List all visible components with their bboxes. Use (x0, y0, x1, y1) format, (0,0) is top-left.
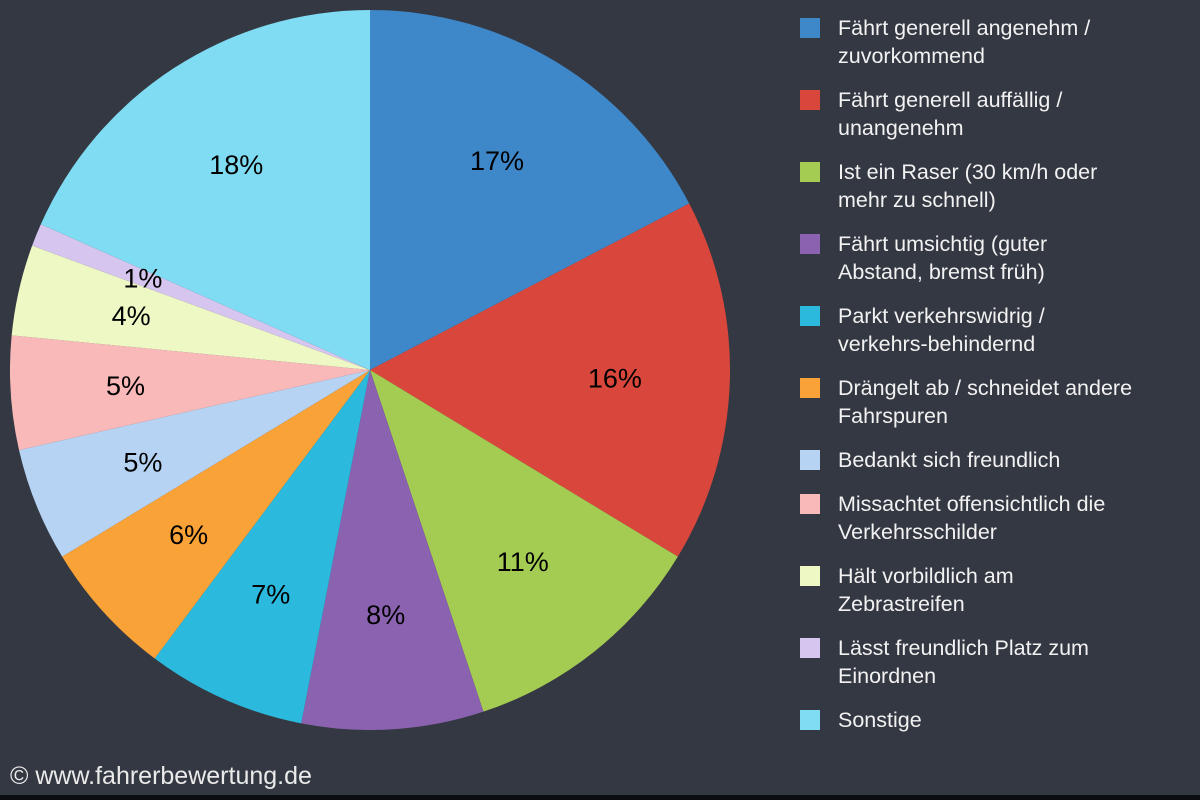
legend-label: Fährt generell angenehm / zuvorkommend (838, 16, 1091, 68)
copyright-text: © www.fahrerbewertung.de (10, 762, 312, 790)
pie-slice-percent-label-6: 5% (123, 447, 162, 477)
pie-slice-percent-label-8: 4% (112, 301, 151, 331)
legend-label: Bedankt sich freundlich (838, 448, 1061, 472)
legend-swatch-icon (800, 18, 820, 38)
pie-chart-area: 17% 16% 11% 8% 7% 6% 5% 5% 4% 1% 18% (10, 10, 730, 730)
pie-slice-percent-label-5: 6% (169, 520, 208, 550)
legend-swatch-icon (800, 90, 820, 110)
legend-item-6: Bedankt sich freundlich (800, 446, 1192, 474)
pie-slice-7 (10, 335, 370, 451)
legend-item-7: Missachtet offensichtlich die Verkehrssc… (800, 490, 1192, 546)
legend-label: Hält vorbildlich am Zebrastreifen (838, 564, 1014, 616)
legend-label: Fährt umsichtig (guter Abstand, bremst f… (838, 232, 1048, 284)
legend-item-2: Ist ein Raser (30 km/h oder mehr zu schn… (800, 158, 1192, 214)
pie-chart: 17% 16% 11% 8% 7% 6% 5% 5% 4% 1% 18% (10, 10, 730, 730)
legend-item-1: Fährt generell auffällig / unangenehm (800, 86, 1192, 142)
pie-slice-3 (301, 370, 484, 730)
pie-slice-5 (62, 370, 371, 659)
legend-label: Sonstige (838, 708, 922, 732)
legend-swatch-icon (800, 638, 820, 658)
legend-label: Parkt verkehrswidrig / verkehrs-behinder… (838, 304, 1045, 356)
legend-swatch-icon (800, 234, 820, 254)
legend-item-10: Sonstige (800, 706, 1192, 734)
legend-item-5: Drängelt ab / schneidet andere Fahrspure… (800, 374, 1192, 430)
legend-label: Missachtet offensichtlich die Verkehrssc… (838, 492, 1106, 544)
legend: Fährt generell angenehm / zuvorkommend Fä… (800, 14, 1192, 734)
legend-item-4: Parkt verkehrswidrig / verkehrs-behinder… (800, 302, 1192, 358)
legend-swatch-icon (800, 450, 820, 470)
pie-slice-6 (19, 370, 370, 557)
pie-slice-0 (370, 10, 690, 370)
pie-slice-4 (154, 370, 370, 724)
legend-item-9: Lässt freundlich Platz zum Einordnen (800, 634, 1192, 690)
legend-item-3: Fährt umsichtig (guter Abstand, bremst f… (800, 230, 1192, 286)
legend-swatch-icon (800, 494, 820, 514)
pie-slice-percent-label-0: 17% (470, 146, 524, 176)
pie-slice-9 (32, 224, 371, 370)
pie-slice-percent-label-2: 11% (497, 547, 549, 577)
legend-swatch-icon (800, 710, 820, 730)
pie-slice-8 (11, 245, 370, 370)
pie-slice-10 (40, 10, 370, 370)
pie-slice-percent-label-3: 8% (366, 600, 405, 630)
legend-item-0: Fährt generell angenehm / zuvorkommend (800, 14, 1192, 70)
bottom-bar (0, 795, 1200, 800)
legend-label: Drängelt ab / schneidet andere Fahrspure… (838, 376, 1133, 428)
legend-label: Lässt freundlich Platz zum Einordnen (838, 636, 1089, 688)
pie-slice-percent-label-7: 5% (106, 371, 145, 401)
legend-swatch-icon (800, 566, 820, 586)
pie-slice-percent-label-10: 18% (209, 150, 263, 180)
legend-swatch-icon (800, 162, 820, 182)
pie-slice-1 (370, 203, 730, 557)
pie-slice-2 (370, 370, 678, 712)
legend-label: Ist ein Raser (30 km/h oder mehr zu schn… (838, 160, 1098, 212)
legend-swatch-icon (800, 306, 820, 326)
pie-slice-percent-label-9: 1% (123, 264, 162, 294)
legend-label: Fährt generell auffällig / unangenehm (838, 88, 1063, 140)
pie-slice-percent-label-1: 16% (588, 363, 642, 393)
legend-item-8: Hält vorbildlich am Zebrastreifen (800, 562, 1192, 618)
legend-swatch-icon (800, 378, 820, 398)
pie-slice-percent-label-4: 7% (251, 579, 290, 609)
